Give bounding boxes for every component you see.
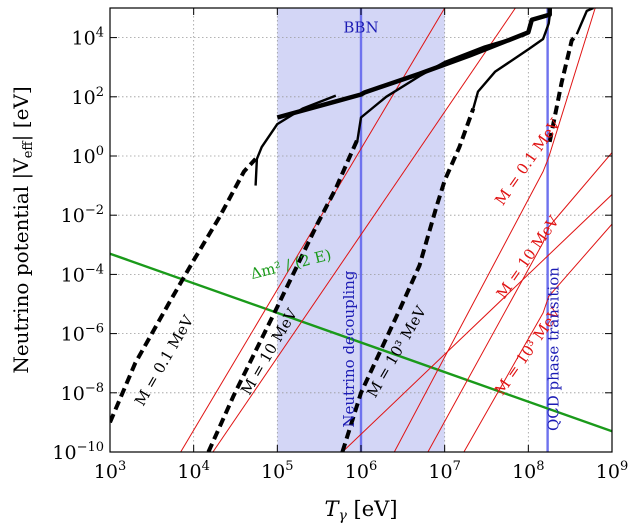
y-axis-label: Neutrino potential |Veff| [eV] bbox=[9, 86, 36, 373]
series-line bbox=[206, 139, 360, 452]
x-tick-label: 105 bbox=[261, 459, 293, 483]
series-line bbox=[393, 8, 596, 452]
x-tick-label: 109 bbox=[596, 459, 628, 483]
series-line bbox=[110, 252, 612, 433]
series-line bbox=[212, 8, 516, 452]
axis-ticks: 103 104 105 106 107 108 109 10−10 10−8 10−6 10−4 10… bbox=[52, 8, 628, 483]
series-line bbox=[254, 94, 337, 186]
y-tick-label: 10−4 bbox=[61, 262, 104, 286]
series-line bbox=[340, 107, 476, 452]
series-line bbox=[276, 8, 552, 120]
y-tick-label: 10−10 bbox=[52, 440, 104, 464]
annotation-label: BBN bbox=[343, 18, 378, 36]
x-tick-label: 108 bbox=[512, 459, 544, 483]
series-line bbox=[575, 8, 594, 35]
y-tick-label: 10−2 bbox=[61, 203, 104, 227]
x-tick-label: 107 bbox=[428, 459, 460, 483]
series-line bbox=[342, 194, 612, 452]
series-line bbox=[472, 8, 552, 109]
y-tick-label: 100 bbox=[72, 144, 104, 168]
x-tick-label: 103 bbox=[94, 459, 126, 483]
series-line bbox=[463, 223, 612, 452]
annotation-label: QCD phase transition bbox=[545, 267, 563, 431]
x-tick-label: 104 bbox=[177, 459, 209, 483]
x-tick-label: 106 bbox=[345, 459, 377, 483]
series-line bbox=[547, 32, 579, 143]
series-line bbox=[427, 152, 612, 452]
series-layer bbox=[110, 8, 612, 452]
y-tick-label: 10−8 bbox=[61, 381, 104, 405]
y-tick-label: 10−6 bbox=[61, 322, 104, 346]
annotation-label: Neutrino decoupling bbox=[340, 270, 358, 428]
series-line bbox=[110, 157, 258, 424]
y-tick-label: 104 bbox=[72, 26, 104, 50]
y-tick-label: 102 bbox=[72, 85, 104, 109]
x-axis-label: Tγ [eV] bbox=[324, 497, 397, 524]
